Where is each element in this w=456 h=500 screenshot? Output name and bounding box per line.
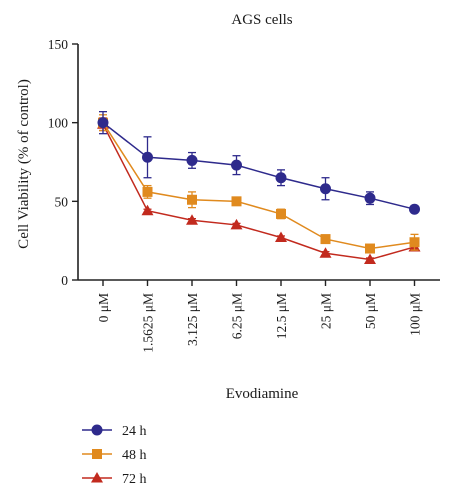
data-point: [409, 203, 420, 215]
x-tick-label: 0 μM: [96, 293, 111, 322]
data-point: [365, 243, 375, 254]
data-point: [231, 159, 242, 171]
chart-title: AGS cells: [231, 12, 292, 28]
data-point: [186, 214, 198, 225]
y-tick-label: 100: [48, 116, 69, 131]
data-point: [142, 186, 153, 197]
data-point: [364, 192, 376, 204]
x-tick-label: 50 μM: [363, 293, 378, 329]
data-point: [231, 196, 242, 207]
series-72h: [97, 117, 421, 265]
axes: 0 50 100 150 0 μM 1.5625 μM 3.125 μM 6.25 μM 12.…: [48, 37, 440, 353]
legend-item: 24 h: [82, 424, 147, 439]
x-tick-label: 3.125 μM: [185, 293, 200, 346]
legend-label: 48 h: [122, 448, 147, 463]
y-tick-label: 0: [61, 273, 68, 288]
data-point: [364, 253, 376, 265]
x-tick-label: 25 μM: [319, 293, 334, 329]
x-tick-label: 1.5625 μM: [141, 293, 156, 353]
legend-item: 72 h: [82, 472, 147, 487]
data-point: [275, 172, 287, 184]
data-point: [276, 208, 286, 219]
series-line: [102, 122, 415, 250]
data-point: [320, 234, 331, 245]
data-point: [320, 183, 331, 195]
series-layer: [97, 111, 421, 265]
legend-label: 24 h: [122, 424, 147, 439]
legend-marker: [91, 472, 103, 483]
data-point: [230, 218, 243, 230]
data-point: [319, 247, 332, 258]
data-point: [275, 231, 287, 243]
legend-marker: [91, 424, 103, 436]
y-tick-label: 150: [48, 37, 69, 52]
legend-item: 48 h: [82, 448, 147, 463]
data-point: [142, 151, 153, 163]
legend: 24 h 48 h 72 h: [82, 424, 147, 487]
y-axis-label: Cell Viability (% of control): [16, 79, 32, 249]
x-tick-label: 6.25 μM: [230, 293, 245, 339]
legend-marker: [92, 449, 102, 459]
data-point: [141, 204, 154, 216]
series-24h: [97, 111, 420, 215]
series-line: [102, 123, 415, 261]
legend-label: 72 h: [122, 472, 147, 487]
data-point: [187, 194, 197, 205]
series-line: [102, 122, 415, 210]
y-tick-label: 50: [55, 194, 69, 209]
data-point: [97, 117, 109, 129]
data-point: [186, 154, 198, 166]
series-48h: [98, 114, 420, 254]
x-axis-label: Evodiamine: [226, 386, 299, 402]
x-tick-label: 12.5 μM: [274, 293, 289, 339]
x-tick-label: 100 μM: [408, 293, 423, 336]
data-point: [409, 237, 420, 248]
